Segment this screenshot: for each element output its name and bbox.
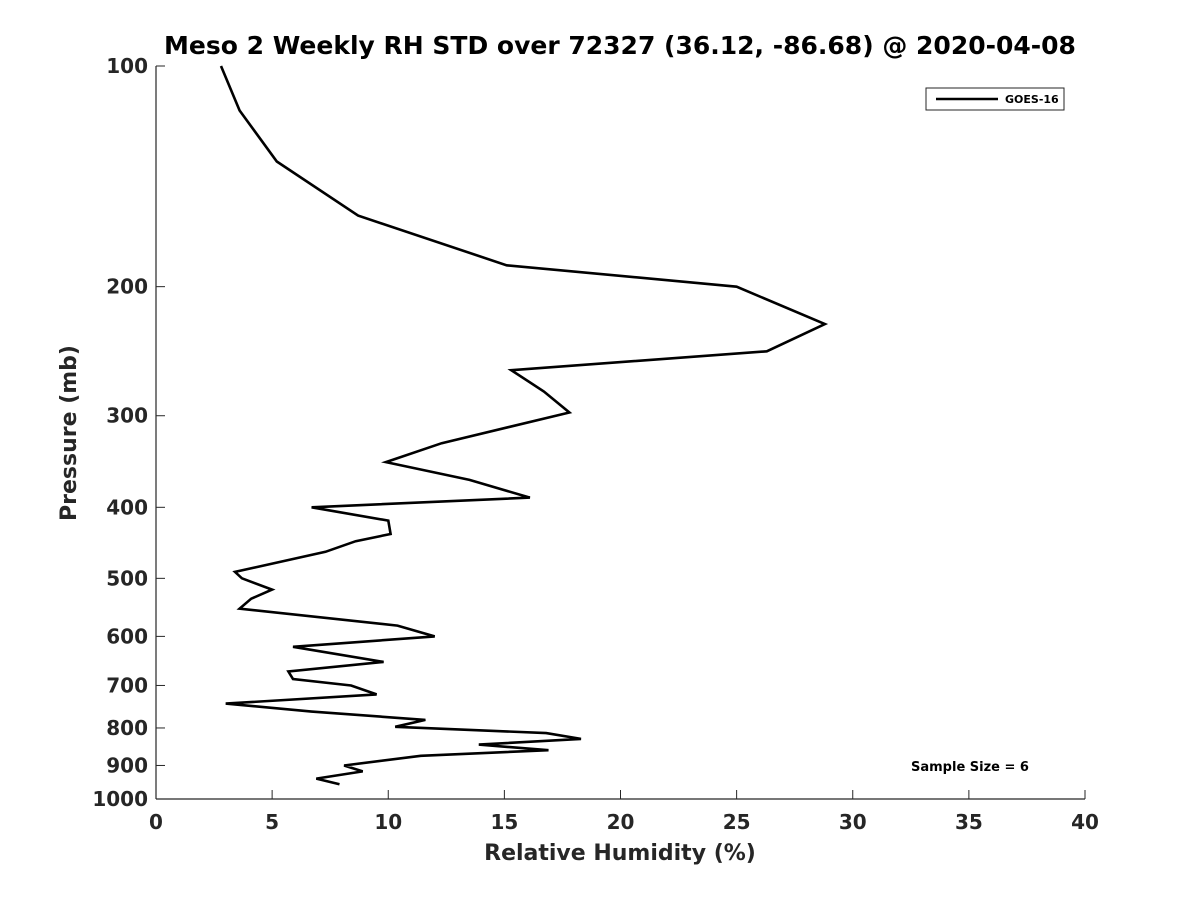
sample-size-annotation: Sample Size = 6 [911, 760, 1029, 775]
legend: GOES-16 [925, 87, 1065, 111]
y-tick-label: 1000 [92, 787, 148, 811]
y-axis-ticks: 100 200 300 400 500 600 700 800 900 1000 [92, 54, 165, 811]
x-axis-label: Relative Humidity (%) [484, 841, 756, 866]
series-line-goes-16 [219, 65, 829, 786]
y-tick-label: 500 [106, 566, 148, 590]
series-layer [219, 65, 829, 786]
y-tick-label: 900 [106, 753, 148, 777]
y-tick-label: 100 [106, 54, 148, 78]
x-tick-label: 5 [265, 810, 279, 834]
y-tick-label: 600 [106, 624, 148, 648]
x-tick-label: 15 [490, 810, 518, 834]
plot-frame [155, 66, 1085, 800]
x-tick-label: 25 [723, 810, 751, 834]
y-tick-label: 800 [106, 716, 148, 740]
y-axis-label: Pressure (mb) [57, 345, 82, 521]
y-tick-label: 400 [106, 495, 148, 519]
legend-entry-goes-16: GOES-16 [1005, 93, 1059, 106]
chart-title: Meso 2 Weekly RH STD over 72327 (36.12, … [164, 31, 1076, 60]
x-tick-label: 10 [374, 810, 402, 834]
x-axis-ticks: 0 5 10 15 20 25 30 35 40 [149, 790, 1099, 834]
x-tick-label: 20 [607, 810, 635, 834]
y-tick-label: 700 [106, 673, 148, 697]
x-tick-label: 0 [149, 810, 163, 834]
y-tick-label: 200 [106, 275, 148, 299]
x-tick-label: 35 [955, 810, 983, 834]
x-tick-label: 30 [839, 810, 867, 834]
y-tick-label: 300 [106, 404, 148, 428]
x-tick-label: 40 [1071, 810, 1099, 834]
